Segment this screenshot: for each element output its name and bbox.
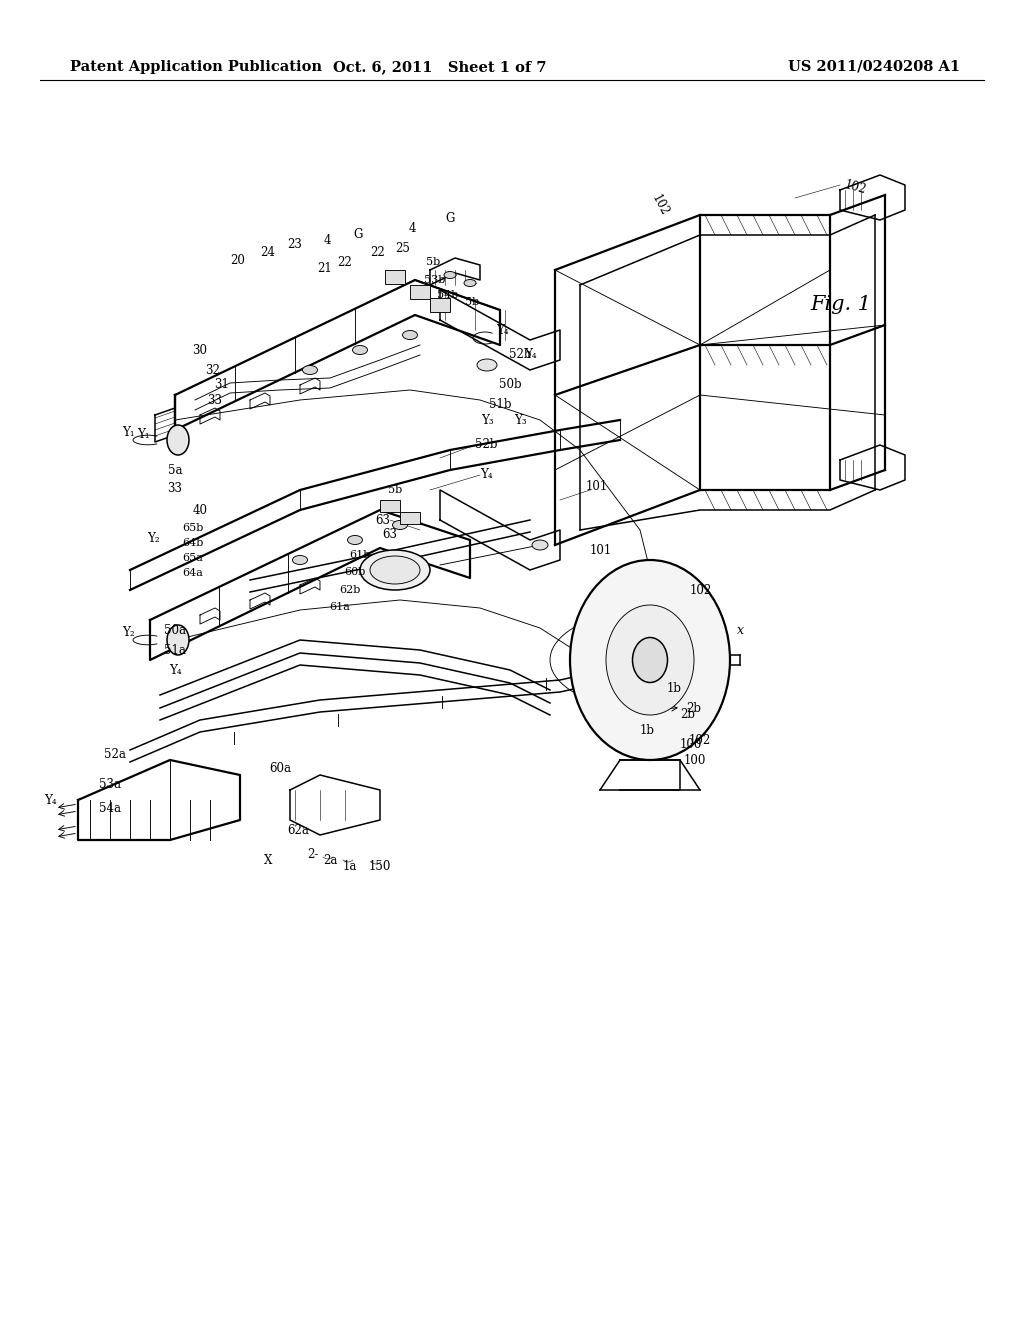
Text: 101: 101 <box>590 544 612 557</box>
Text: 53b: 53b <box>424 275 445 285</box>
Ellipse shape <box>370 556 420 583</box>
Text: 25: 25 <box>395 242 411 255</box>
Text: 65b: 65b <box>182 523 204 533</box>
Ellipse shape <box>293 556 307 565</box>
Text: 102: 102 <box>690 583 713 597</box>
Text: 5a: 5a <box>168 463 182 477</box>
Text: 52a: 52a <box>104 748 126 762</box>
Text: 61b: 61b <box>349 550 371 560</box>
Ellipse shape <box>464 280 476 286</box>
Text: G: G <box>445 211 455 224</box>
Ellipse shape <box>302 366 317 375</box>
Text: 2a: 2a <box>323 854 337 866</box>
Ellipse shape <box>167 425 189 455</box>
Ellipse shape <box>347 536 362 544</box>
Ellipse shape <box>402 330 418 339</box>
Text: 64b: 64b <box>182 539 204 548</box>
Text: 1b: 1b <box>640 723 655 737</box>
Text: 2b: 2b <box>686 701 701 714</box>
Ellipse shape <box>606 605 694 715</box>
Text: Y₄: Y₄ <box>480 469 493 482</box>
Text: Y₄: Y₄ <box>523 348 537 362</box>
Text: 54b: 54b <box>437 290 459 300</box>
Text: 53a: 53a <box>99 779 121 792</box>
Text: 54a: 54a <box>99 801 121 814</box>
Text: 102: 102 <box>843 178 867 197</box>
Text: 5b: 5b <box>465 297 479 308</box>
Text: X: X <box>264 854 272 866</box>
Text: 22: 22 <box>338 256 352 268</box>
Ellipse shape <box>360 550 430 590</box>
Ellipse shape <box>570 560 730 760</box>
Text: 20: 20 <box>230 253 246 267</box>
Ellipse shape <box>352 346 368 355</box>
Text: 4: 4 <box>409 222 416 235</box>
Text: 51b: 51b <box>488 399 511 412</box>
Text: 51a: 51a <box>164 644 186 656</box>
Text: 31: 31 <box>215 379 229 392</box>
Text: Y₁: Y₁ <box>136 429 150 441</box>
Text: Y₂: Y₂ <box>122 626 134 639</box>
Text: 2b: 2b <box>680 709 695 722</box>
Text: Oct. 6, 2011   Sheet 1 of 7: Oct. 6, 2011 Sheet 1 of 7 <box>333 59 547 74</box>
Text: 63: 63 <box>383 528 397 541</box>
Text: 100: 100 <box>684 754 707 767</box>
Text: 60a: 60a <box>269 762 291 775</box>
Text: Y₄: Y₄ <box>496 323 508 337</box>
Ellipse shape <box>444 272 456 279</box>
Ellipse shape <box>392 520 408 529</box>
Text: Y₄: Y₄ <box>169 664 181 676</box>
Text: 24: 24 <box>260 246 275 259</box>
Text: Patent Application Publication: Patent Application Publication <box>70 59 322 74</box>
Text: 150: 150 <box>369 859 391 873</box>
Text: Y₃: Y₃ <box>514 413 526 426</box>
Text: Y₂: Y₂ <box>146 532 160 544</box>
Text: 60b: 60b <box>344 568 366 577</box>
Text: 102: 102 <box>689 734 711 747</box>
Text: 30: 30 <box>193 343 208 356</box>
Text: 52b: 52b <box>509 348 531 362</box>
Text: 50a: 50a <box>164 623 186 636</box>
Text: 33: 33 <box>168 482 182 495</box>
Polygon shape <box>380 500 400 512</box>
Text: 5b: 5b <box>388 484 402 495</box>
Text: 61a: 61a <box>330 602 350 612</box>
Text: Y₁: Y₁ <box>122 425 134 438</box>
Polygon shape <box>410 285 430 300</box>
Text: 22: 22 <box>371 246 385 259</box>
Text: x: x <box>736 623 743 636</box>
Text: 4: 4 <box>324 234 331 247</box>
Text: 52b: 52b <box>475 438 498 451</box>
Text: Y₄: Y₄ <box>44 793 56 807</box>
Ellipse shape <box>477 359 497 371</box>
Polygon shape <box>400 512 420 524</box>
Text: 100: 100 <box>680 738 702 751</box>
Text: US 2011/0240208 A1: US 2011/0240208 A1 <box>787 59 961 74</box>
Text: 50b: 50b <box>499 379 521 392</box>
Text: 62a: 62a <box>287 824 309 837</box>
Text: 62b: 62b <box>339 585 360 595</box>
Ellipse shape <box>633 638 668 682</box>
Ellipse shape <box>167 624 189 655</box>
Text: 102: 102 <box>649 193 671 218</box>
Text: 23: 23 <box>288 238 302 251</box>
Text: G: G <box>353 227 362 240</box>
Text: 5b: 5b <box>426 257 440 267</box>
Text: 40: 40 <box>193 503 208 516</box>
Text: Fig. 1: Fig. 1 <box>810 296 871 314</box>
Text: 32: 32 <box>206 363 220 376</box>
Text: 63: 63 <box>375 513 390 527</box>
Text: 64a: 64a <box>182 568 204 578</box>
Polygon shape <box>430 298 450 312</box>
Text: 2-: 2- <box>307 849 318 862</box>
Text: 21: 21 <box>317 261 333 275</box>
Text: 1b: 1b <box>667 681 682 694</box>
Ellipse shape <box>532 540 548 550</box>
Text: 1a: 1a <box>343 859 357 873</box>
Text: 101: 101 <box>586 480 608 494</box>
Text: 33: 33 <box>208 393 222 407</box>
Text: 65a: 65a <box>182 553 204 564</box>
Polygon shape <box>385 271 406 284</box>
Text: Y₃: Y₃ <box>480 413 494 426</box>
